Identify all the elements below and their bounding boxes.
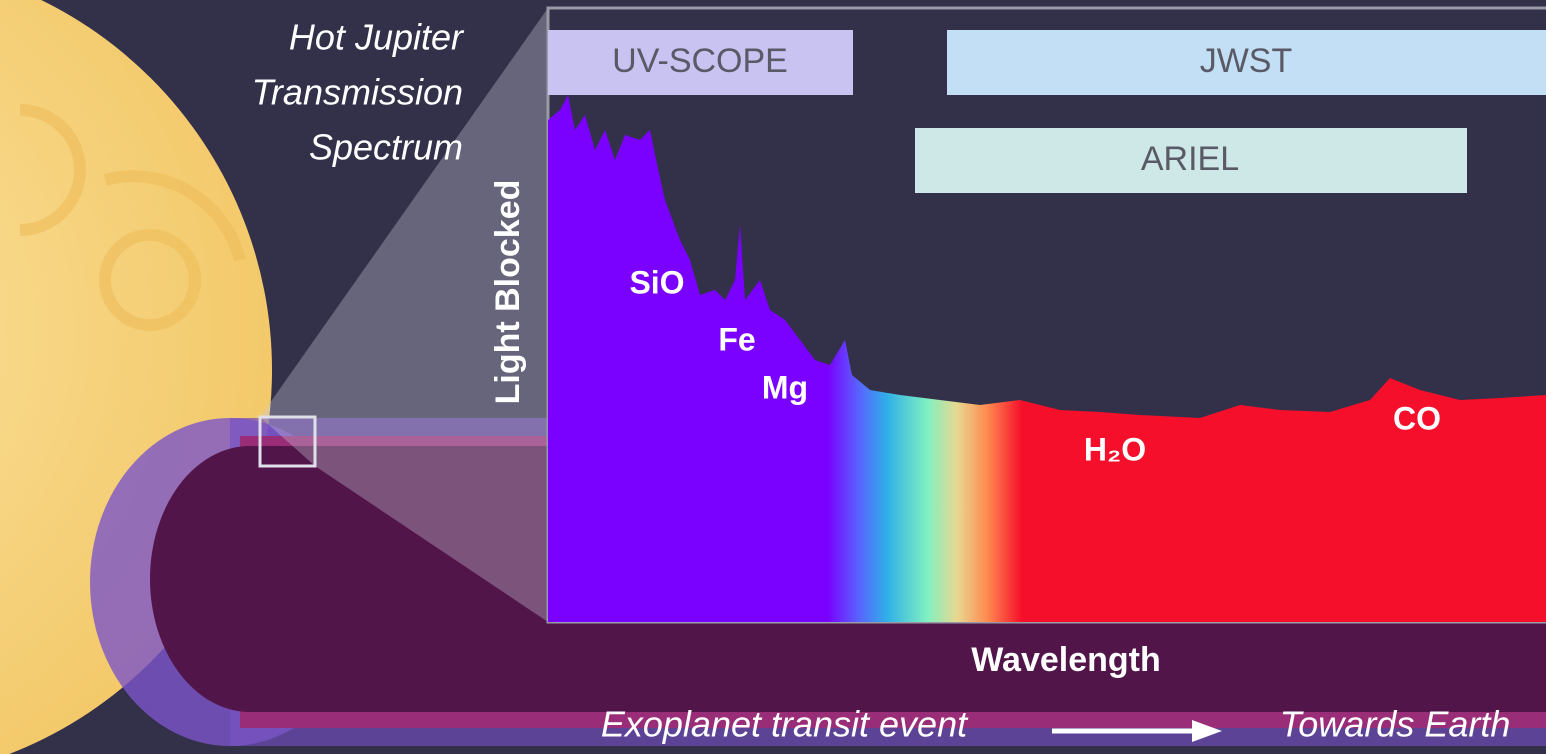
planet-shadow [150, 446, 350, 712]
title-line: Spectrum [309, 127, 463, 168]
instrument-label: UV-SCOPE [612, 42, 788, 80]
species-label: Mg [762, 369, 808, 405]
title-line: Transmission [252, 72, 463, 113]
species-label: Fe [718, 321, 755, 357]
footer-right: Towards Earth [1280, 704, 1511, 745]
species-label: CO [1393, 400, 1441, 436]
instrument-label: ARIEL [1141, 140, 1239, 178]
page: {"title": {"lines": ["Hot Jupiter", "Tra… [0, 0, 1546, 754]
footer-left: Exoplanet transit event [601, 704, 969, 745]
instrument-label: JWST [1200, 42, 1293, 80]
y-axis-label: Light Blocked [489, 180, 527, 405]
title-line: Hot Jupiter [289, 17, 465, 58]
x-axis-label: Wavelength [971, 641, 1161, 679]
infographic: UV-SCOPE JWST ARIEL Hot Jupiter Transmis… [0, 0, 1546, 754]
species-label: H₂O [1084, 431, 1146, 467]
species-label: SiO [629, 264, 684, 300]
